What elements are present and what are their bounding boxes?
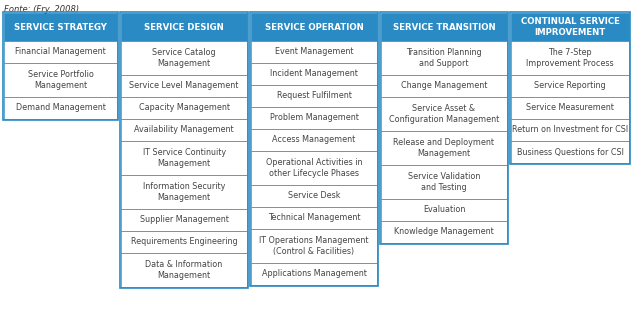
Bar [251,207,377,229]
Bar [251,85,377,107]
Text: Information Security
Management: Information Security Management [143,182,225,202]
Text: SERVICE TRANSITION: SERVICE TRANSITION [392,23,495,32]
Text: SERVICE OPERATION: SERVICE OPERATION [265,23,363,32]
Bar [121,97,247,119]
Text: IT Service Continuity
Management: IT Service Continuity Management [142,148,226,168]
Text: Service Reporting: Service Reporting [534,81,606,90]
Text: Applications Management: Applications Management [261,269,367,278]
Text: Evaluation: Evaluation [423,205,465,214]
Text: Service Portfolio
Management: Service Portfolio Management [28,70,94,90]
Bar [251,185,377,207]
Bar [251,63,377,85]
Text: Business Questions for CSI: Business Questions for CSI [517,148,624,157]
Bar [381,131,507,165]
Bar [121,41,247,75]
Bar [251,41,377,63]
Bar [381,75,507,97]
Text: Availability Management: Availability Management [134,126,234,134]
Bar [4,63,117,97]
Bar [251,229,377,263]
Text: Return on Investment for CSI: Return on Investment for CSI [512,126,628,134]
Bar [4,13,117,41]
Text: Service Catalog
Management: Service Catalog Management [153,48,216,68]
Text: SERVICE STRATEGY: SERVICE STRATEGY [14,23,107,32]
Text: Service Level Management: Service Level Management [129,81,239,90]
Bar [251,13,377,41]
Bar [121,175,247,209]
Bar [511,13,629,41]
Bar [121,141,247,175]
Bar [381,221,507,243]
Text: Financial Management: Financial Management [15,47,106,57]
Bar [121,119,247,141]
Bar [251,263,377,285]
Text: Capacity Management: Capacity Management [139,103,230,112]
Text: Knowledge Management: Knowledge Management [394,227,494,236]
Bar [381,41,507,75]
Bar [510,12,630,164]
Bar [121,209,247,231]
Bar [121,231,247,253]
Text: Data & Information
Management: Data & Information Management [146,260,223,280]
Bar [381,97,507,131]
Bar [381,165,507,199]
Bar [511,119,629,141]
Text: Demand Management: Demand Management [16,103,106,112]
Text: Technical Management: Technical Management [268,214,360,223]
Bar [251,107,377,129]
Text: Release and Deployment
Management: Release and Deployment Management [394,138,494,158]
Bar [4,41,117,63]
Bar [121,253,247,287]
Text: Change Management: Change Management [401,81,487,90]
Text: The 7-Step
Improvement Process: The 7-Step Improvement Process [526,48,614,68]
Bar [121,13,247,41]
Text: Transition Planning
and Support: Transition Planning and Support [406,48,482,68]
Text: Problem Management: Problem Management [270,113,358,122]
Bar [251,151,377,185]
Bar [381,13,507,41]
Bar [4,97,117,119]
Text: Fonte: (Fry, 2008): Fonte: (Fry, 2008) [4,5,79,14]
Text: IT Operations Management
(Control & Facilities): IT Operations Management (Control & Faci… [260,236,369,256]
Text: Service Measurement: Service Measurement [526,103,614,112]
Bar [120,12,248,288]
Bar [381,199,507,221]
Bar [121,75,247,97]
Text: Requirements Engineering: Requirements Engineering [131,237,237,246]
Text: Access Management: Access Management [272,136,356,144]
Bar [511,41,629,75]
Text: Request Fulfilment: Request Fulfilment [277,91,351,100]
Bar [511,141,629,163]
Bar [3,12,118,120]
Text: Event Management: Event Management [275,47,353,57]
Text: Operational Activities in
other Lifecycle Phases: Operational Activities in other Lifecycl… [266,158,362,178]
Bar [380,12,508,244]
Text: SERVICE DESIGN: SERVICE DESIGN [144,23,224,32]
Text: CONTINUAL SERVICE
IMPROVEMENT: CONTINUAL SERVICE IMPROVEMENT [520,17,620,37]
Text: Service Validation
and Testing: Service Validation and Testing [408,172,480,192]
Bar [511,75,629,97]
Bar [251,129,377,151]
Bar [250,12,378,286]
Text: Incident Management: Incident Management [270,69,358,78]
Text: Service Asset &
Configuration Management: Service Asset & Configuration Management [389,104,499,124]
Bar [511,97,629,119]
Text: Supplier Management: Supplier Management [140,215,229,224]
Text: Service Desk: Service Desk [288,192,341,201]
